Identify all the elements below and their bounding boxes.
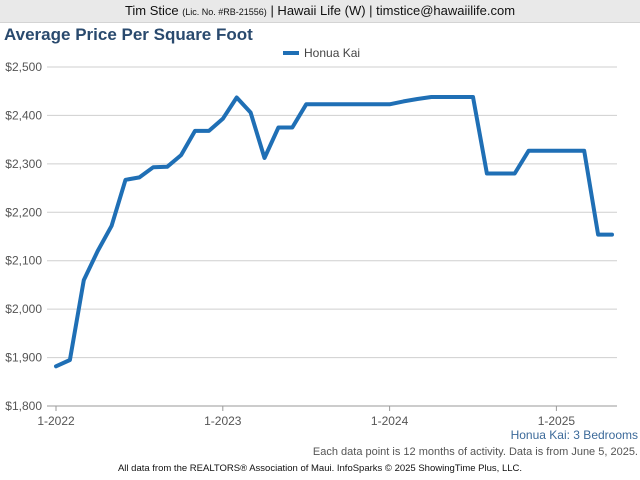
chart-title: Average Price Per Square Foot <box>4 25 253 44</box>
y-tick-label: $2,000 <box>5 302 42 316</box>
y-tick-label: $2,200 <box>5 205 42 219</box>
x-tick-label: 1-2025 <box>538 414 576 428</box>
x-tick-label: 1-2023 <box>204 414 242 428</box>
y-tick-label: $2,400 <box>5 108 42 122</box>
license-number: (Lic. No. #RB-21556) <box>182 7 267 17</box>
agent-header: Tim Stice (Lic. No. #RB-21556) | Hawaii … <box>0 0 640 23</box>
grid-lines <box>47 66 617 407</box>
y-tick-label: $2,300 <box>5 157 42 171</box>
x-axis: 1-2022 1-2023 1-2024 1-2025 <box>37 406 575 428</box>
data-note: Each data point is 12 months of activity… <box>313 446 638 458</box>
legend-label: Honua Kai <box>304 46 360 60</box>
legend: Honua Kai <box>283 46 360 60</box>
x-tick-label: 1-2024 <box>371 414 409 428</box>
footer-credit: All data from the REALTORS® Association … <box>117 463 523 474</box>
y-tick-label: $1,900 <box>5 351 42 365</box>
y-tick-label: $2,100 <box>5 254 42 268</box>
y-axis: $1,800 $1,900 $2,000 $2,100 $2,200 $2,300 $2,4… <box>5 60 42 413</box>
y-tick-label: $1,800 <box>5 399 42 413</box>
chart-subtitle: Honua Kai: 3 Bedrooms <box>511 428 638 442</box>
x-tick-label: 1-2022 <box>37 414 75 428</box>
y-tick-label: $2,500 <box>5 60 42 74</box>
agent-name: Tim Stice <box>124 3 179 18</box>
agent-contact: | Hawaii Life (W) | timstice@hawaiilife.… <box>270 3 516 18</box>
series-line-honua-kai <box>54 95 614 369</box>
